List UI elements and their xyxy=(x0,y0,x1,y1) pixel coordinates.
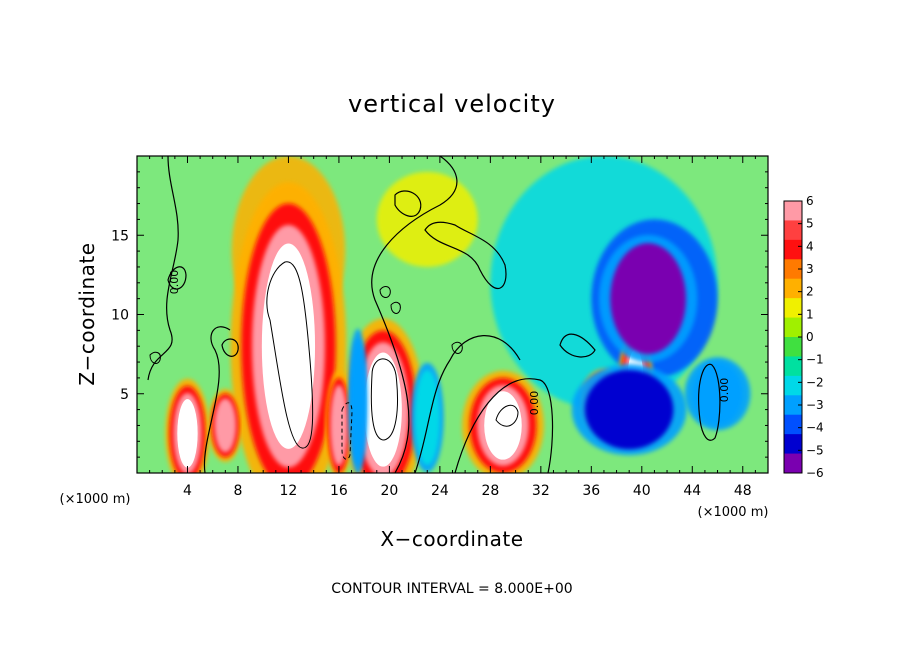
y-axis: 5 10 15 xyxy=(111,171,768,458)
velocity-field xyxy=(165,156,751,473)
colorbar-swatch xyxy=(784,356,802,377)
x-tick-label: 44 xyxy=(683,483,701,499)
colorbar-tick-label: 3 xyxy=(806,262,814,276)
positive-contours xyxy=(149,261,519,460)
contour-line xyxy=(370,358,398,441)
colorbar-tick-label: 4 xyxy=(806,239,814,253)
contour-interval-note: CONTOUR INTERVAL = 8.000E+00 xyxy=(331,581,572,597)
x-unit-label-right: (×1000 m) xyxy=(698,505,769,520)
colorbar-tick-label: −5 xyxy=(806,443,824,457)
colorbar-tick-label: −2 xyxy=(806,375,824,389)
colorbar-swatch xyxy=(784,317,802,338)
colorbar-swatch xyxy=(784,453,802,474)
zero-contour-line xyxy=(203,326,231,473)
updraft-inner xyxy=(214,398,237,453)
zero-contour-line xyxy=(147,156,179,381)
zero-contour-line xyxy=(698,363,721,441)
contour-line xyxy=(451,341,463,354)
x-tick-label: 32 xyxy=(532,483,550,499)
zero-contour-line xyxy=(394,190,422,217)
downdraft-core xyxy=(414,369,440,466)
colorbar-swatch xyxy=(784,278,802,299)
colorbar-swatch xyxy=(784,298,802,319)
downdraft-core xyxy=(610,243,686,355)
contour-line xyxy=(149,351,161,364)
plot-area: 0.00 0.00 0.00 xyxy=(136,155,769,474)
zero-contour-line xyxy=(167,266,187,290)
y-axis-title: Z−coordinate xyxy=(75,242,99,385)
x-tick-label: 20 xyxy=(380,483,398,499)
x-unit-label-left: (×1000 m) xyxy=(60,492,131,507)
y-tick-label: 10 xyxy=(111,308,129,324)
downdraft-core xyxy=(585,369,674,450)
contour-line xyxy=(495,404,519,427)
colorbar-swatch xyxy=(784,375,802,396)
downdraft-core xyxy=(692,362,743,426)
colorbar-swatch xyxy=(784,239,802,260)
x-tick-label: 12 xyxy=(280,483,298,499)
contour-label: 0.00 xyxy=(718,378,731,403)
chart-title: vertical velocity xyxy=(348,90,556,118)
x-tick-label: 28 xyxy=(481,483,499,499)
colorbar-tick-label: 2 xyxy=(806,285,814,299)
field-region xyxy=(376,171,478,267)
colorbar-tick-label: −4 xyxy=(806,421,824,435)
zero-contours xyxy=(147,156,721,473)
colorbar-tick-label: 6 xyxy=(806,194,814,208)
x-tick-label: 36 xyxy=(582,483,600,499)
colorbar-tick-label: 5 xyxy=(806,217,814,231)
colorbar-tick-label: −3 xyxy=(806,398,824,412)
colorbar-tick-label: 0 xyxy=(806,330,814,344)
zero-contour-line xyxy=(414,335,521,473)
downdraft-core xyxy=(350,338,366,466)
zero-contour-line xyxy=(424,221,507,290)
updraft-saturated xyxy=(261,243,316,449)
colorbar-swatch xyxy=(784,259,802,280)
contour-line xyxy=(266,261,314,449)
zero-contour-line xyxy=(371,156,458,473)
y-tick-label: 15 xyxy=(111,228,129,244)
updraft-saturated xyxy=(364,352,402,467)
updraft-inner xyxy=(330,385,348,466)
x-axis: 4 8 12 16 20 24 28 32 36 40 44 48 xyxy=(149,156,756,499)
x-axis-title: X−coordinate xyxy=(380,527,523,551)
colorbar-swatch xyxy=(784,201,802,221)
x-tick-label: 16 xyxy=(330,483,348,499)
colorbar-tick-label: 1 xyxy=(806,307,814,321)
zero-contour-line xyxy=(559,333,596,358)
colorbar: 6 5 4 3 2 1 0 −1 −2 −3 −4 −5 −6 xyxy=(783,194,824,480)
x-tick-label: 8 xyxy=(233,483,242,499)
contour-label: 0.00 xyxy=(168,270,181,295)
zero-contour-line xyxy=(221,338,239,357)
contour-line xyxy=(390,301,401,314)
colorbar-swatch xyxy=(784,337,802,357)
contour-line xyxy=(341,402,353,460)
x-tick-label: 40 xyxy=(633,483,651,499)
colorbar-swatch xyxy=(784,434,802,455)
contour-label: 0.00 xyxy=(528,391,541,416)
x-tick-label: 24 xyxy=(431,483,449,499)
colorbar-tick-label: −1 xyxy=(806,353,824,367)
x-tick-label: 48 xyxy=(734,483,752,499)
colorbar-swatch xyxy=(784,220,802,241)
contour-line xyxy=(379,286,391,298)
zero-contour-line xyxy=(454,378,554,473)
colorbar-swatch xyxy=(784,395,802,416)
colorbar-tick-label: −6 xyxy=(806,466,824,480)
updraft-saturated xyxy=(177,399,198,468)
colorbar-swatch xyxy=(784,414,802,435)
x-tick-label: 4 xyxy=(183,483,192,499)
y-tick-label: 5 xyxy=(120,387,129,403)
